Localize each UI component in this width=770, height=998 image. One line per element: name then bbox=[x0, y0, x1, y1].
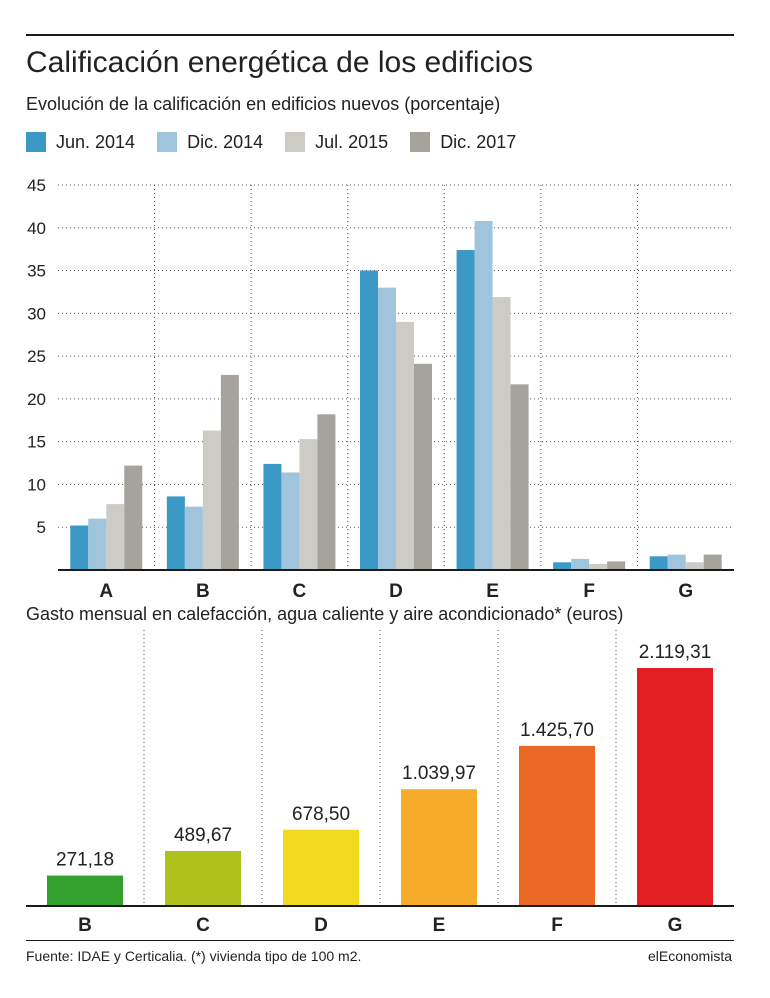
value-label: 271,18 bbox=[56, 850, 114, 871]
y-tick-label: 35 bbox=[27, 262, 46, 281]
bar-c-series-1 bbox=[281, 472, 300, 570]
y-tick-label: 30 bbox=[27, 304, 46, 323]
bar-c-series-2 bbox=[299, 439, 318, 570]
value-label: 489,67 bbox=[174, 825, 232, 846]
bar-e-series-3 bbox=[510, 384, 529, 570]
value-label: 1.425,70 bbox=[520, 720, 594, 741]
x-tick-label: E bbox=[433, 915, 446, 936]
bar-d-series-3 bbox=[414, 363, 432, 570]
brand-logo: elEconomista bbox=[647, 948, 732, 964]
x-tick-label: A bbox=[99, 581, 113, 602]
cost-bar-chart: 271,18 B 489,67 C 678,50 D 1.039,97 E 1.425,70 F 2… bbox=[26, 630, 734, 936]
legend-item-jul-2015: Jul. 2015 bbox=[285, 132, 388, 153]
bar-g-series-1 bbox=[667, 554, 686, 570]
bar-e-series-2 bbox=[492, 297, 511, 570]
bar-b-series-0 bbox=[166, 496, 185, 570]
value-label: 678,50 bbox=[292, 804, 350, 825]
bar-f-series-0 bbox=[553, 562, 572, 570]
y-tick-label: 45 bbox=[27, 176, 46, 195]
legend-swatch bbox=[285, 132, 306, 152]
legend-swatch bbox=[410, 132, 431, 152]
y-tick-label: 10 bbox=[27, 475, 46, 494]
legend-label: Dic. 2017 bbox=[440, 131, 517, 152]
legend-label: Jul. 2015 bbox=[315, 131, 389, 152]
bar-g bbox=[637, 668, 713, 906]
bar-d bbox=[283, 829, 359, 906]
bar-b-series-3 bbox=[220, 374, 239, 570]
bar-a-series-3 bbox=[124, 465, 143, 570]
x-tick-label: E bbox=[486, 581, 499, 602]
y-tick-label: 20 bbox=[27, 390, 46, 409]
bar-b-series-1 bbox=[184, 506, 203, 570]
bar-f-series-1 bbox=[571, 558, 590, 570]
bar-e-series-0 bbox=[456, 250, 475, 570]
bar-g-series-0 bbox=[649, 556, 668, 570]
x-tick-label: B bbox=[78, 915, 92, 936]
legend-label: Dic. 2014 bbox=[187, 131, 264, 152]
x-tick-label: C bbox=[196, 915, 210, 936]
bar-e-series-1 bbox=[474, 220, 493, 570]
bar-d-series-1 bbox=[378, 287, 396, 570]
legend-item-dic-2017: Dic. 2017 bbox=[410, 132, 516, 153]
bar-b bbox=[47, 875, 123, 906]
bar-b-series-2 bbox=[202, 430, 221, 570]
bar-d-series-0 bbox=[360, 270, 378, 570]
bar-a-series-0 bbox=[70, 525, 89, 570]
bar-c-series-3 bbox=[317, 414, 336, 570]
bar-f-series-3 bbox=[607, 561, 626, 570]
x-tick-label: B bbox=[196, 581, 210, 602]
footer-rule bbox=[26, 940, 734, 941]
x-tick-label: C bbox=[293, 581, 307, 602]
chart2-title: Gasto mensual en calefacción, agua calie… bbox=[26, 604, 624, 624]
bar-e bbox=[401, 789, 477, 906]
legend-swatch bbox=[26, 132, 46, 152]
value-label: 1.039,97 bbox=[402, 763, 476, 784]
chart1-title: Evolución de la calificación en edificio… bbox=[26, 94, 501, 114]
top-rule bbox=[26, 34, 734, 36]
y-tick-label: 15 bbox=[27, 433, 46, 452]
x-tick-label: G bbox=[668, 915, 683, 936]
y-tick-label: 25 bbox=[27, 347, 46, 366]
legend-swatch bbox=[157, 132, 178, 152]
value-label: 2.119,31 bbox=[639, 642, 712, 663]
legend-label: Jun. 2014 bbox=[56, 131, 136, 152]
page-title: Calificación energética de los edificios bbox=[26, 46, 533, 79]
x-tick-label: F bbox=[551, 915, 563, 936]
x-tick-label: F bbox=[583, 581, 595, 602]
percentage-bar-chart: 5 10 15 20 25 30 35 40 45 A B C D E F G bbox=[27, 176, 734, 602]
legend-item-dic-2014: Dic. 2014 bbox=[157, 132, 263, 153]
x-tick-label: D bbox=[314, 915, 328, 936]
legend-item-jun-2014: Jun. 2014 bbox=[26, 132, 135, 153]
y-tick-label: 40 bbox=[27, 219, 46, 238]
bar-f-series-2 bbox=[589, 564, 608, 570]
bar-d-series-2 bbox=[396, 321, 414, 570]
bar-c bbox=[165, 851, 241, 906]
source-note: Fuente: IDAE y Certicalia. (*) vivienda … bbox=[26, 948, 362, 964]
y-tick-label: 5 bbox=[37, 518, 46, 537]
x-tick-label: G bbox=[678, 581, 693, 602]
bar-g-series-3 bbox=[703, 554, 722, 570]
bar-a-series-1 bbox=[88, 518, 107, 570]
chart1-legend: Jun. 2014 Dic. 2014 Jul. 2015 Dic. 2017 bbox=[26, 130, 538, 154]
bar-c-series-0 bbox=[263, 463, 282, 570]
bar-a-series-2 bbox=[106, 504, 125, 570]
x-tick-label: D bbox=[389, 581, 403, 602]
bar-f bbox=[519, 745, 595, 906]
bar-g-series-2 bbox=[685, 562, 704, 570]
